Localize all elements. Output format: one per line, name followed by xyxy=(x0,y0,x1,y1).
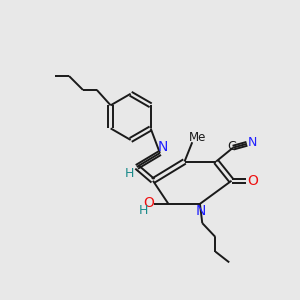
Text: N: N xyxy=(248,136,257,149)
Text: H: H xyxy=(139,204,148,217)
Text: C: C xyxy=(227,140,236,153)
Text: Me: Me xyxy=(189,131,206,144)
Text: O: O xyxy=(143,196,154,210)
Text: N: N xyxy=(158,140,168,154)
Text: H: H xyxy=(124,167,134,180)
Text: N: N xyxy=(196,204,206,218)
Text: O: O xyxy=(248,174,259,188)
